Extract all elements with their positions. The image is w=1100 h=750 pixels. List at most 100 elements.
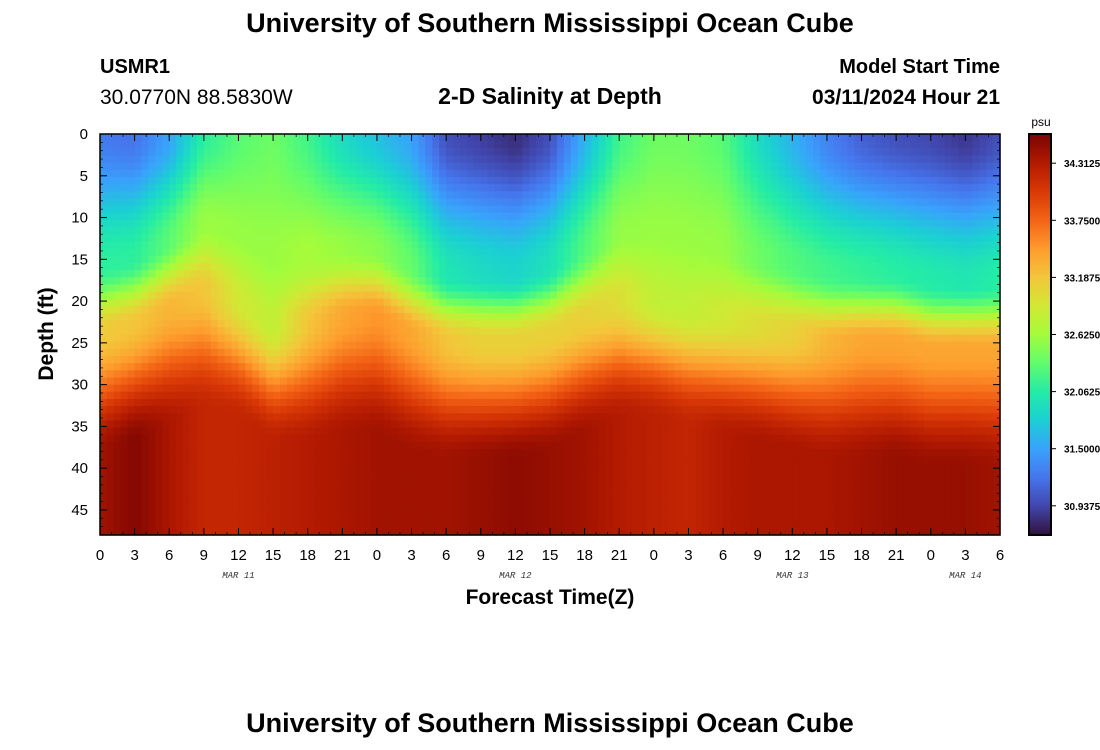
heatmap-cell [217, 413, 226, 422]
heatmap-cell [674, 327, 683, 336]
heatmap-cell [418, 484, 426, 493]
heatmap-cell [522, 334, 530, 343]
heatmap-cell [404, 477, 413, 486]
heatmap-cell [238, 391, 246, 400]
heatmap-cell [148, 427, 156, 436]
heatmap-cell [667, 134, 676, 142]
heatmap-cell [640, 334, 648, 343]
heatmap-cell [224, 291, 233, 300]
heatmap-cell [321, 398, 330, 407]
heatmap-cell [681, 391, 690, 400]
heatmap-cell [259, 219, 267, 228]
heatmap-cell [162, 484, 170, 493]
heatmap-cell [349, 305, 357, 314]
heatmap-cell [106, 248, 115, 257]
heatmap-cell [342, 248, 350, 257]
heatmap-cell [342, 255, 350, 264]
heatmap-cell [148, 341, 156, 350]
heatmap-cell [626, 413, 634, 422]
heatmap-cell [231, 134, 240, 142]
heatmap-cell [169, 255, 177, 264]
heatmap-cell [280, 327, 288, 336]
heatmap-cell [536, 205, 544, 214]
heatmap-cell [626, 520, 634, 529]
heatmap-cell [536, 184, 544, 192]
heatmap-cell [335, 205, 343, 214]
heatmap-cell [224, 219, 233, 228]
heatmap-cell [245, 277, 253, 285]
heatmap-cell [660, 148, 669, 157]
heatmap-cell [550, 492, 558, 500]
heatmap-cell [556, 141, 565, 149]
heatmap-cell [646, 384, 655, 393]
heatmap-cell [709, 162, 717, 171]
heatmap-cell [203, 248, 212, 257]
heatmap-cell [591, 234, 600, 243]
heatmap-cell [432, 391, 440, 400]
heatmap-cell [342, 506, 350, 515]
heatmap-cell [286, 413, 295, 422]
heatmap-cell [113, 169, 122, 178]
heatmap-cell [169, 520, 177, 529]
heatmap-cell [349, 270, 357, 278]
heatmap-cell [349, 176, 357, 185]
heatmap-cell [612, 513, 620, 522]
heatmap-cell [273, 313, 281, 321]
heatmap-cell [321, 348, 330, 357]
heatmap-cell [335, 506, 343, 515]
heatmap-cell [501, 262, 510, 271]
heatmap-cell [127, 370, 136, 379]
heatmap-cell [550, 363, 558, 371]
heatmap-cell [134, 291, 143, 300]
heatmap-cell [550, 441, 558, 450]
heatmap-cell [598, 456, 606, 464]
heatmap-cell [466, 227, 475, 235]
heatmap-cell [176, 427, 184, 436]
heatmap-cell [134, 398, 143, 407]
heatmap-cell [612, 484, 620, 493]
heatmap-cell [231, 298, 240, 307]
heatmap-cell [183, 320, 191, 328]
heatmap-cell [446, 320, 454, 328]
heatmap-cell [556, 527, 565, 536]
heatmap-cell [280, 370, 288, 379]
heatmap-cell [266, 348, 274, 357]
heatmap-cell [127, 227, 136, 235]
heatmap-cell [321, 134, 330, 142]
heatmap-cell [286, 234, 295, 243]
heatmap-cell [543, 527, 551, 536]
heatmap-cell [501, 377, 510, 386]
heatmap-cell [148, 155, 156, 164]
heatmap-cell [570, 141, 579, 149]
heatmap-cell [522, 277, 530, 285]
heatmap-cell [695, 391, 703, 400]
heatmap-cell [293, 327, 302, 336]
heatmap-cell [480, 391, 489, 400]
heatmap-cell [217, 348, 226, 357]
heatmap-cell [363, 227, 371, 235]
heatmap-cell [439, 484, 447, 493]
heatmap-cell [210, 277, 219, 285]
heatmap-cell [390, 477, 399, 486]
heatmap-cell [342, 327, 350, 336]
heatmap-cell [321, 284, 330, 293]
heatmap-cell [397, 441, 406, 450]
heatmap-cell [238, 134, 246, 142]
heatmap-cell [660, 212, 669, 221]
heatmap-cell [307, 148, 316, 157]
heatmap-cell [584, 198, 593, 207]
heatmap-cell [155, 420, 163, 429]
heatmap-cell [176, 248, 184, 257]
heatmap-cell [259, 270, 267, 278]
heatmap-cell [709, 377, 717, 386]
heatmap-cell [280, 456, 288, 464]
heatmap-cell [466, 184, 475, 192]
heatmap-cell [411, 134, 420, 142]
heatmap-cell [397, 320, 406, 328]
heatmap-cell [688, 506, 696, 515]
heatmap-cell [418, 234, 426, 243]
heatmap-cell [106, 513, 115, 522]
heatmap-cell [501, 513, 510, 522]
heatmap-cell [411, 477, 420, 486]
heatmap-cell [356, 470, 364, 479]
